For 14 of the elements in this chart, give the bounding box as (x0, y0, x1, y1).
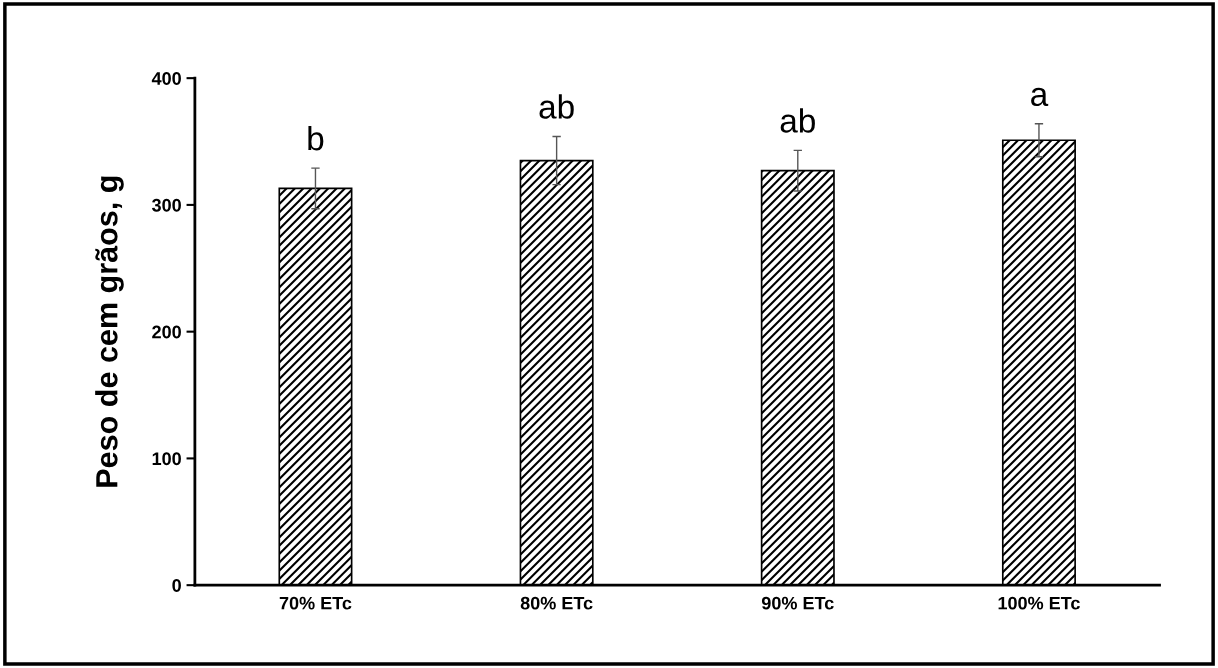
annotation: b (308, 125, 324, 151)
y-tick-label: 0 (172, 579, 181, 592)
x-tick-label: 90% ETc (761, 596, 834, 610)
x-tick-label: 100% ETc (998, 596, 1080, 610)
y-tick-label: 200 (152, 325, 181, 339)
x-tick-label: 80% ETc (520, 596, 593, 610)
y-tick-label: 400 (151, 72, 181, 85)
y-axis-title: Peso de cem grãos, g (95, 176, 124, 487)
annotation: a (1031, 87, 1049, 107)
y-tick-label: 300 (151, 198, 181, 212)
annotation: ab (780, 108, 815, 133)
x-tick-label: 70% ETc (279, 596, 352, 610)
y-tick-label: 100 (152, 452, 181, 466)
annotation: ab (539, 94, 574, 119)
